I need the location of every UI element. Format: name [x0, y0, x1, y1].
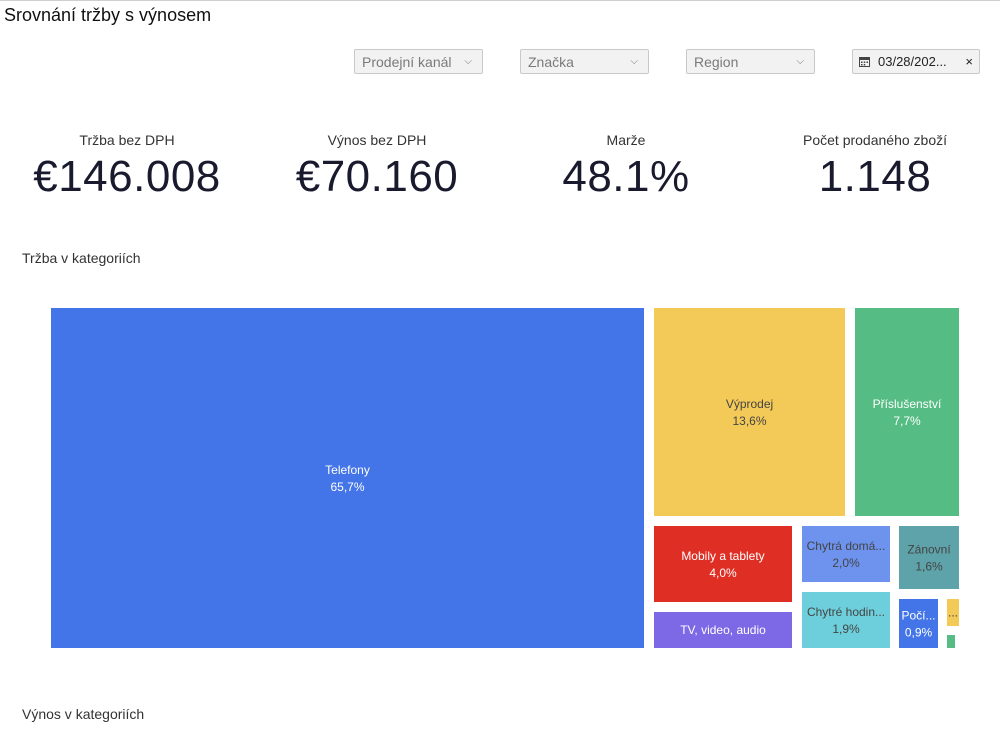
kpi-margin-value: 48.1%	[562, 152, 690, 201]
page-title: Srovnání tržby s výnosem	[4, 5, 212, 25]
treemap-cell-poci[interactable]	[899, 599, 938, 648]
treemap-cell-vyprodej[interactable]	[654, 308, 845, 516]
treemap-label-cell: ...	[948, 606, 958, 620]
treemap-cell-tv-video-audio[interactable]	[654, 612, 792, 648]
chevron-down-icon: ⌵	[630, 56, 638, 67]
treemap-label-mobily-a-tablety: Mobily a tablety	[681, 549, 764, 563]
kpi-profit: Výnos bez DPH €70.160	[252, 132, 502, 202]
revenue-section-title: Tržba v kategoriích	[22, 250, 141, 266]
treemap-value-telefony: 65,7%	[330, 480, 364, 494]
treemap-label-tv-video-audio: TV, video, audio	[680, 623, 766, 637]
date-range-value: 03/28/202...	[878, 54, 947, 69]
treemap-value-zanovni: 1,6%	[915, 560, 943, 574]
kpi-items-sold-value: 1.148	[818, 152, 932, 201]
kpi-revenue-value: €146.008	[33, 152, 221, 201]
treemap-label-poci: Počí...	[901, 609, 935, 623]
revenue-treemap: Telefony 65,7% Výprodej 13,6% Příslušenství 7…	[51, 308, 959, 648]
region-filter-label: Region	[694, 53, 739, 70]
channel-filter[interactable]: Prodejní kanál ⌵	[354, 49, 483, 74]
treemap-value-chytra-doma: 2,0%	[832, 556, 860, 570]
treemap-cell-chytra-doma[interactable]	[802, 526, 890, 582]
treemap-value-mobily-a-tablety: 4,0%	[709, 566, 737, 580]
treemap-label-zanovni: Zánovní	[907, 543, 951, 557]
treemap-label-chytra-doma: Chytrá domá...	[807, 539, 886, 553]
treemap-cell-cell[interactable]	[947, 635, 955, 648]
kpi-margin-label: Marže	[606, 132, 646, 148]
treemap-cell-mobily-a-tablety[interactable]	[654, 526, 792, 602]
brand-filter-label: Značka	[528, 53, 574, 70]
treemap-cell-prislusenstvi[interactable]	[855, 308, 959, 516]
brand-filter[interactable]: Značka ⌵	[520, 49, 649, 74]
channel-filter-label: Prodejní kanál	[362, 53, 452, 70]
treemap-label-chytre-hodin: Chytré hodin...	[807, 605, 885, 619]
treemap-label-prislusenstvi: Příslušenství	[873, 397, 942, 411]
treemap-value-prislusenstvi: 7,7%	[893, 414, 921, 428]
treemap-cell-cell[interactable]	[947, 599, 959, 626]
kpi-profit-label: Výnos bez DPH	[327, 132, 427, 148]
kpi-profit-value: €70.160	[295, 152, 459, 201]
treemap-cell-chytre-hodin[interactable]	[802, 592, 890, 648]
treemap-cell-zanovni[interactable]	[899, 526, 959, 589]
margin-section-title: Výnos v kategoriích	[22, 706, 145, 722]
clear-date-button[interactable]: ×	[965, 54, 973, 69]
treemap-value-vyprodej: 13,6%	[732, 414, 766, 428]
kpi-revenue: Tržba bez DPH €146.008	[2, 132, 252, 202]
treemap-label-telefony: Telefony	[325, 463, 370, 477]
calendar-icon	[859, 56, 870, 67]
chevron-down-icon: ⌵	[464, 56, 472, 67]
treemap-cell-telefony[interactable]	[51, 308, 644, 648]
treemap-value-poci: 0,9%	[905, 626, 933, 640]
region-filter[interactable]: Region ⌵	[686, 49, 815, 74]
kpi-items-sold-label: Počet prodaného zboží	[803, 132, 947, 148]
kpi-margin: Marže 48.1%	[501, 132, 751, 202]
date-range-filter[interactable]: 03/28/202... ×	[852, 49, 980, 74]
top-divider	[0, 0, 1000, 1]
treemap-label-vyprodej: Výprodej	[726, 397, 773, 411]
chevron-down-icon: ⌵	[796, 56, 804, 67]
kpi-items-sold: Počet prodaného zboží 1.148	[750, 132, 1000, 202]
treemap-value-chytre-hodin: 1,9%	[832, 622, 860, 636]
kpi-revenue-label: Tržba bez DPH	[79, 132, 175, 148]
